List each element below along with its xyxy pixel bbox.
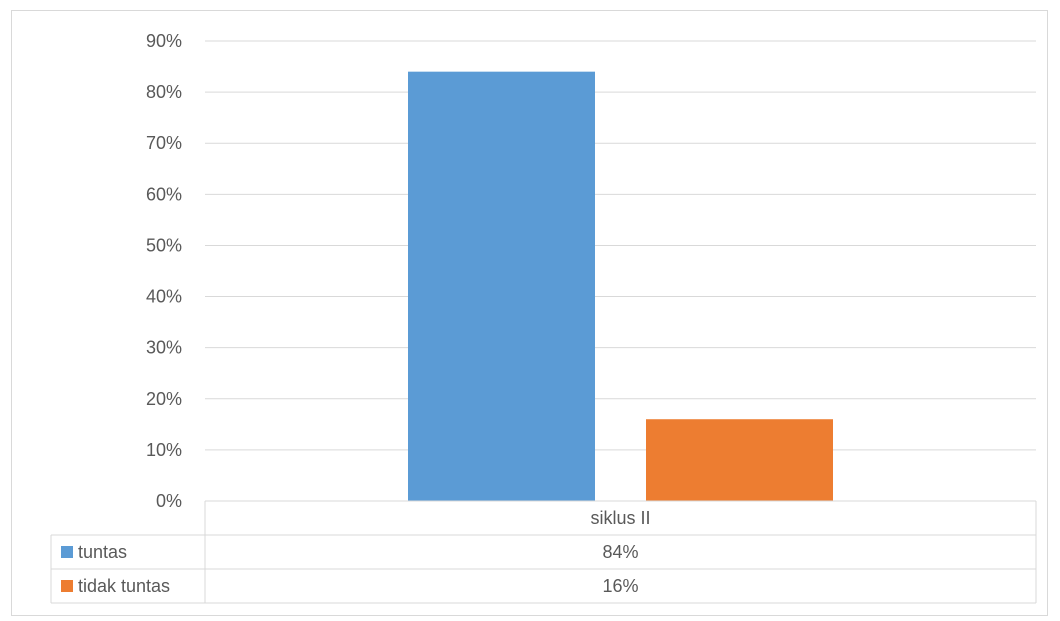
y-tick-label: 20% <box>146 389 182 409</box>
y-tick-label: 50% <box>146 235 182 255</box>
legend-label: tidak tuntas <box>78 576 170 596</box>
y-tick-label: 10% <box>146 440 182 460</box>
category-label: siklus II <box>590 508 650 528</box>
y-tick-label: 70% <box>146 133 182 153</box>
legend-label: tuntas <box>78 542 127 562</box>
y-tick-label: 30% <box>146 338 182 358</box>
bars <box>408 71 833 502</box>
y-tick-label: 0% <box>156 491 182 511</box>
data-label: 16% <box>602 576 638 596</box>
y-tick-label: 90% <box>146 31 182 51</box>
y-axis-ticks: 0% 10% 20% 30% 40% 50% 60% 70% 80% 90% <box>146 31 182 511</box>
y-tick-label: 80% <box>146 82 182 102</box>
gridlines <box>205 40 1036 451</box>
bar-tuntas <box>408 71 595 502</box>
data-label: 84% <box>602 542 638 562</box>
legend-swatch-tidak-tuntas <box>61 580 73 592</box>
y-tick-label: 40% <box>146 287 182 307</box>
data-table: siklus II tuntas 84% tidak tuntas 16% <box>50 500 1037 604</box>
legend-swatch-tuntas <box>61 546 73 558</box>
bar-tidak-tuntas <box>646 419 833 501</box>
y-tick-label: 60% <box>146 184 182 204</box>
